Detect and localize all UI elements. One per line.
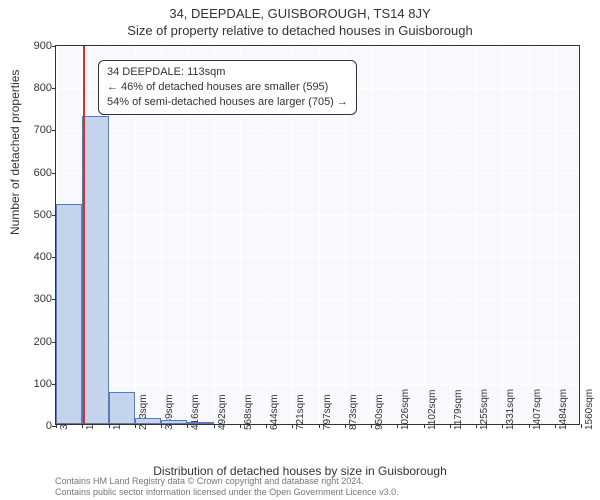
plot-area: 34 DEEPDALE: 113sqm ← 46% of detached ho… (55, 45, 580, 425)
grid-line-v (450, 46, 451, 424)
grid-line-v (502, 46, 503, 424)
y-tick-label: 100 (34, 378, 52, 390)
x-tick-mark (56, 424, 57, 428)
y-tick-label: 300 (34, 293, 52, 305)
x-tick-label: 492sqm (217, 394, 228, 430)
x-tick-label: 568sqm (243, 394, 254, 430)
info-box: 34 DEEPDALE: 113sqm ← 46% of detached ho… (98, 60, 357, 115)
x-tick-label: 263sqm (138, 394, 149, 430)
x-tick-mark (319, 424, 320, 428)
x-tick-label: 1407sqm (532, 389, 543, 430)
x-tick-mark (345, 424, 346, 428)
x-tick-mark (214, 424, 215, 428)
x-tick-mark (82, 424, 83, 428)
x-tick-mark (109, 424, 110, 428)
histogram-bar (109, 392, 135, 424)
x-tick-mark (371, 424, 372, 428)
histogram-bar (82, 116, 108, 424)
y-tick-label: 800 (34, 82, 52, 94)
x-tick-mark (266, 424, 267, 428)
chart-container: 34, DEEPDALE, GUISBOROUGH, TS14 8JY Size… (0, 0, 600, 500)
y-tick-label: 900 (34, 40, 52, 52)
x-tick-label: 1331sqm (505, 389, 516, 430)
histogram-bar (161, 420, 187, 424)
x-tick-label: 416sqm (190, 394, 201, 430)
y-tick-label: 0 (46, 420, 52, 432)
x-tick-label: 1255sqm (479, 389, 490, 430)
footer: Contains HM Land Registry data © Crown c… (55, 476, 399, 498)
grid-line-v (371, 46, 372, 424)
x-tick-label: 797sqm (322, 394, 333, 430)
x-tick-label: 339sqm (164, 394, 175, 430)
grid-line-v (476, 46, 477, 424)
chart-title-sub: Size of property relative to detached ho… (0, 21, 600, 38)
x-tick-mark (529, 424, 530, 428)
x-tick-label: 1102sqm (427, 390, 438, 430)
x-tick-mark (161, 424, 162, 428)
x-tick-label: 873sqm (348, 394, 359, 430)
grid-line-v (555, 46, 556, 424)
x-tick-mark (240, 424, 241, 428)
y-axis-label: Number of detached properties (8, 70, 22, 235)
x-tick-label: 1026sqm (400, 389, 411, 430)
footer-line-2: Contains public sector information licen… (55, 487, 399, 498)
info-line-3: 54% of semi-detached houses are larger (… (107, 95, 348, 110)
x-tick-label: 721sqm (295, 394, 306, 430)
info-line-2: ← 46% of detached houses are smaller (59… (107, 80, 348, 95)
info-line-1: 34 DEEPDALE: 113sqm (107, 65, 348, 80)
y-tick-label: 700 (34, 124, 52, 136)
histogram-bar (56, 204, 82, 424)
x-tick-mark (476, 424, 477, 428)
chart-title-main: 34, DEEPDALE, GUISBOROUGH, TS14 8JY (0, 0, 600, 21)
y-tick-label: 600 (34, 167, 52, 179)
grid-line-v (581, 46, 582, 424)
x-tick-mark (502, 424, 503, 428)
x-tick-label: 644sqm (269, 394, 280, 430)
x-tick-mark (187, 424, 188, 428)
grid-line-v (529, 46, 530, 424)
x-tick-label: 1179sqm (453, 390, 464, 430)
footer-line-1: Contains HM Land Registry data © Crown c… (55, 476, 399, 487)
x-tick-label: 1560sqm (584, 389, 595, 430)
indicator-line (83, 46, 85, 424)
histogram-bar (187, 422, 213, 424)
x-tick-label: 1484sqm (558, 389, 569, 430)
x-tick-mark (292, 424, 293, 428)
x-tick-mark (450, 424, 451, 428)
x-tick-label: 950sqm (374, 394, 385, 430)
y-tick-label: 500 (34, 209, 52, 221)
x-tick-mark (397, 424, 398, 428)
y-tick-label: 400 (34, 251, 52, 263)
x-tick-mark (135, 424, 136, 428)
x-tick-mark (555, 424, 556, 428)
grid-line-v (424, 46, 425, 424)
grid-line-v (397, 46, 398, 424)
y-tick-label: 200 (34, 336, 52, 348)
histogram-bar (135, 418, 161, 424)
x-tick-mark (581, 424, 582, 428)
x-tick-mark (424, 424, 425, 428)
